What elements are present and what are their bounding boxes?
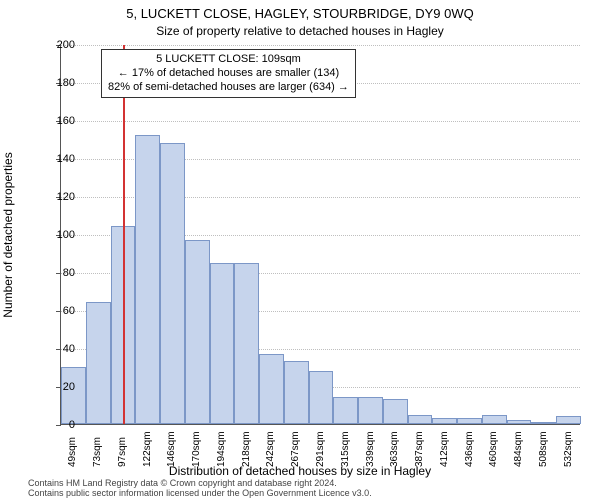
histogram-bar <box>333 397 358 424</box>
xtick-label: 194sqm <box>216 431 227 467</box>
ytick-label: 0 <box>45 419 75 431</box>
xtick-label: 436sqm <box>464 431 475 467</box>
histogram-bar <box>556 416 581 424</box>
y-axis-label: Number of detached properties <box>1 152 15 317</box>
chart-container: 5, LUCKETT CLOSE, HAGLEY, STOURBRIDGE, D… <box>0 0 600 500</box>
histogram-bar <box>507 420 532 424</box>
annotation-line-2: ← 17% of detached houses are smaller (13… <box>108 67 349 81</box>
histogram-bar <box>383 399 408 424</box>
histogram-bar <box>457 418 482 424</box>
xtick-label: 49sqm <box>67 437 78 467</box>
xtick-label: 170sqm <box>191 431 202 467</box>
attribution-text: Contains HM Land Registry data © Crown c… <box>28 479 372 498</box>
ytick-label: 160 <box>45 115 75 127</box>
xtick-label: 532sqm <box>563 431 574 467</box>
ytick-label: 100 <box>45 229 75 241</box>
xtick-label: 97sqm <box>117 437 128 467</box>
histogram-bar <box>160 143 185 424</box>
histogram-bar <box>309 371 334 424</box>
histogram-bar <box>432 418 457 424</box>
annotation-box: 5 LUCKETT CLOSE: 109sqm ← 17% of detache… <box>101 49 356 98</box>
histogram-bar <box>210 263 235 425</box>
ytick-label: 140 <box>45 153 75 165</box>
histogram-bar <box>259 354 284 424</box>
xtick-label: 73sqm <box>92 437 103 467</box>
xtick-label: 242sqm <box>265 431 276 467</box>
histogram-bar <box>86 302 111 424</box>
ytick-label: 120 <box>45 191 75 203</box>
xtick-label: 122sqm <box>142 431 153 467</box>
xtick-label: 267sqm <box>290 431 301 467</box>
page-subtitle: Size of property relative to detached ho… <box>0 24 600 38</box>
xtick-label: 460sqm <box>488 431 499 467</box>
xtick-label: 146sqm <box>166 431 177 467</box>
ytick-label: 80 <box>45 267 75 279</box>
histogram-bar <box>531 422 556 424</box>
xtick-label: 291sqm <box>315 431 326 467</box>
histogram-bar <box>135 135 160 424</box>
histogram-bar <box>482 415 507 425</box>
ytick-label: 40 <box>45 343 75 355</box>
ytick-label: 200 <box>45 39 75 51</box>
ytick-label: 60 <box>45 305 75 317</box>
xtick-label: 412sqm <box>439 431 450 467</box>
xtick-label: 508sqm <box>538 431 549 467</box>
histogram-bar <box>234 263 259 425</box>
annotation-line-1: 5 LUCKETT CLOSE: 109sqm <box>108 53 349 67</box>
page-title: 5, LUCKETT CLOSE, HAGLEY, STOURBRIDGE, D… <box>0 6 600 21</box>
histogram-bar <box>358 397 383 424</box>
gridline <box>61 45 580 46</box>
annotation-line-3: 82% of semi-detached houses are larger (… <box>108 81 349 95</box>
xtick-label: 315sqm <box>340 431 351 467</box>
histogram-bar <box>185 240 210 424</box>
attribution-line-2: Contains public sector information licen… <box>28 489 372 498</box>
gridline <box>61 121 580 122</box>
ytick-label: 20 <box>45 381 75 393</box>
ytick-label: 180 <box>45 77 75 89</box>
xtick-label: 339sqm <box>365 431 376 467</box>
plot-area: 5 LUCKETT CLOSE: 109sqm ← 17% of detache… <box>60 45 580 425</box>
marker-line <box>123 45 125 424</box>
xtick-label: 484sqm <box>513 431 524 467</box>
xtick-label: 363sqm <box>389 431 400 467</box>
xtick-label: 387sqm <box>414 431 425 467</box>
histogram-bar <box>284 361 309 424</box>
histogram-bar <box>408 415 433 425</box>
histogram-bar <box>61 367 86 424</box>
xtick-label: 218sqm <box>241 431 252 467</box>
